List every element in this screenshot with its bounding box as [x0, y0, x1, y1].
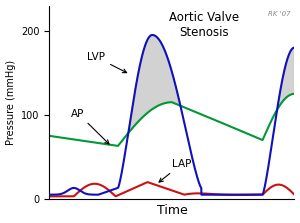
X-axis label: Time: Time [157, 204, 187, 217]
Y-axis label: Pressure (mmHg): Pressure (mmHg) [6, 60, 16, 145]
Text: Aortic Valve
Stenosis: Aortic Valve Stenosis [169, 11, 239, 39]
Text: LVP: LVP [87, 52, 127, 73]
Text: AP: AP [71, 109, 109, 144]
Text: LAP: LAP [159, 159, 191, 182]
Text: RK '07: RK '07 [268, 11, 291, 17]
